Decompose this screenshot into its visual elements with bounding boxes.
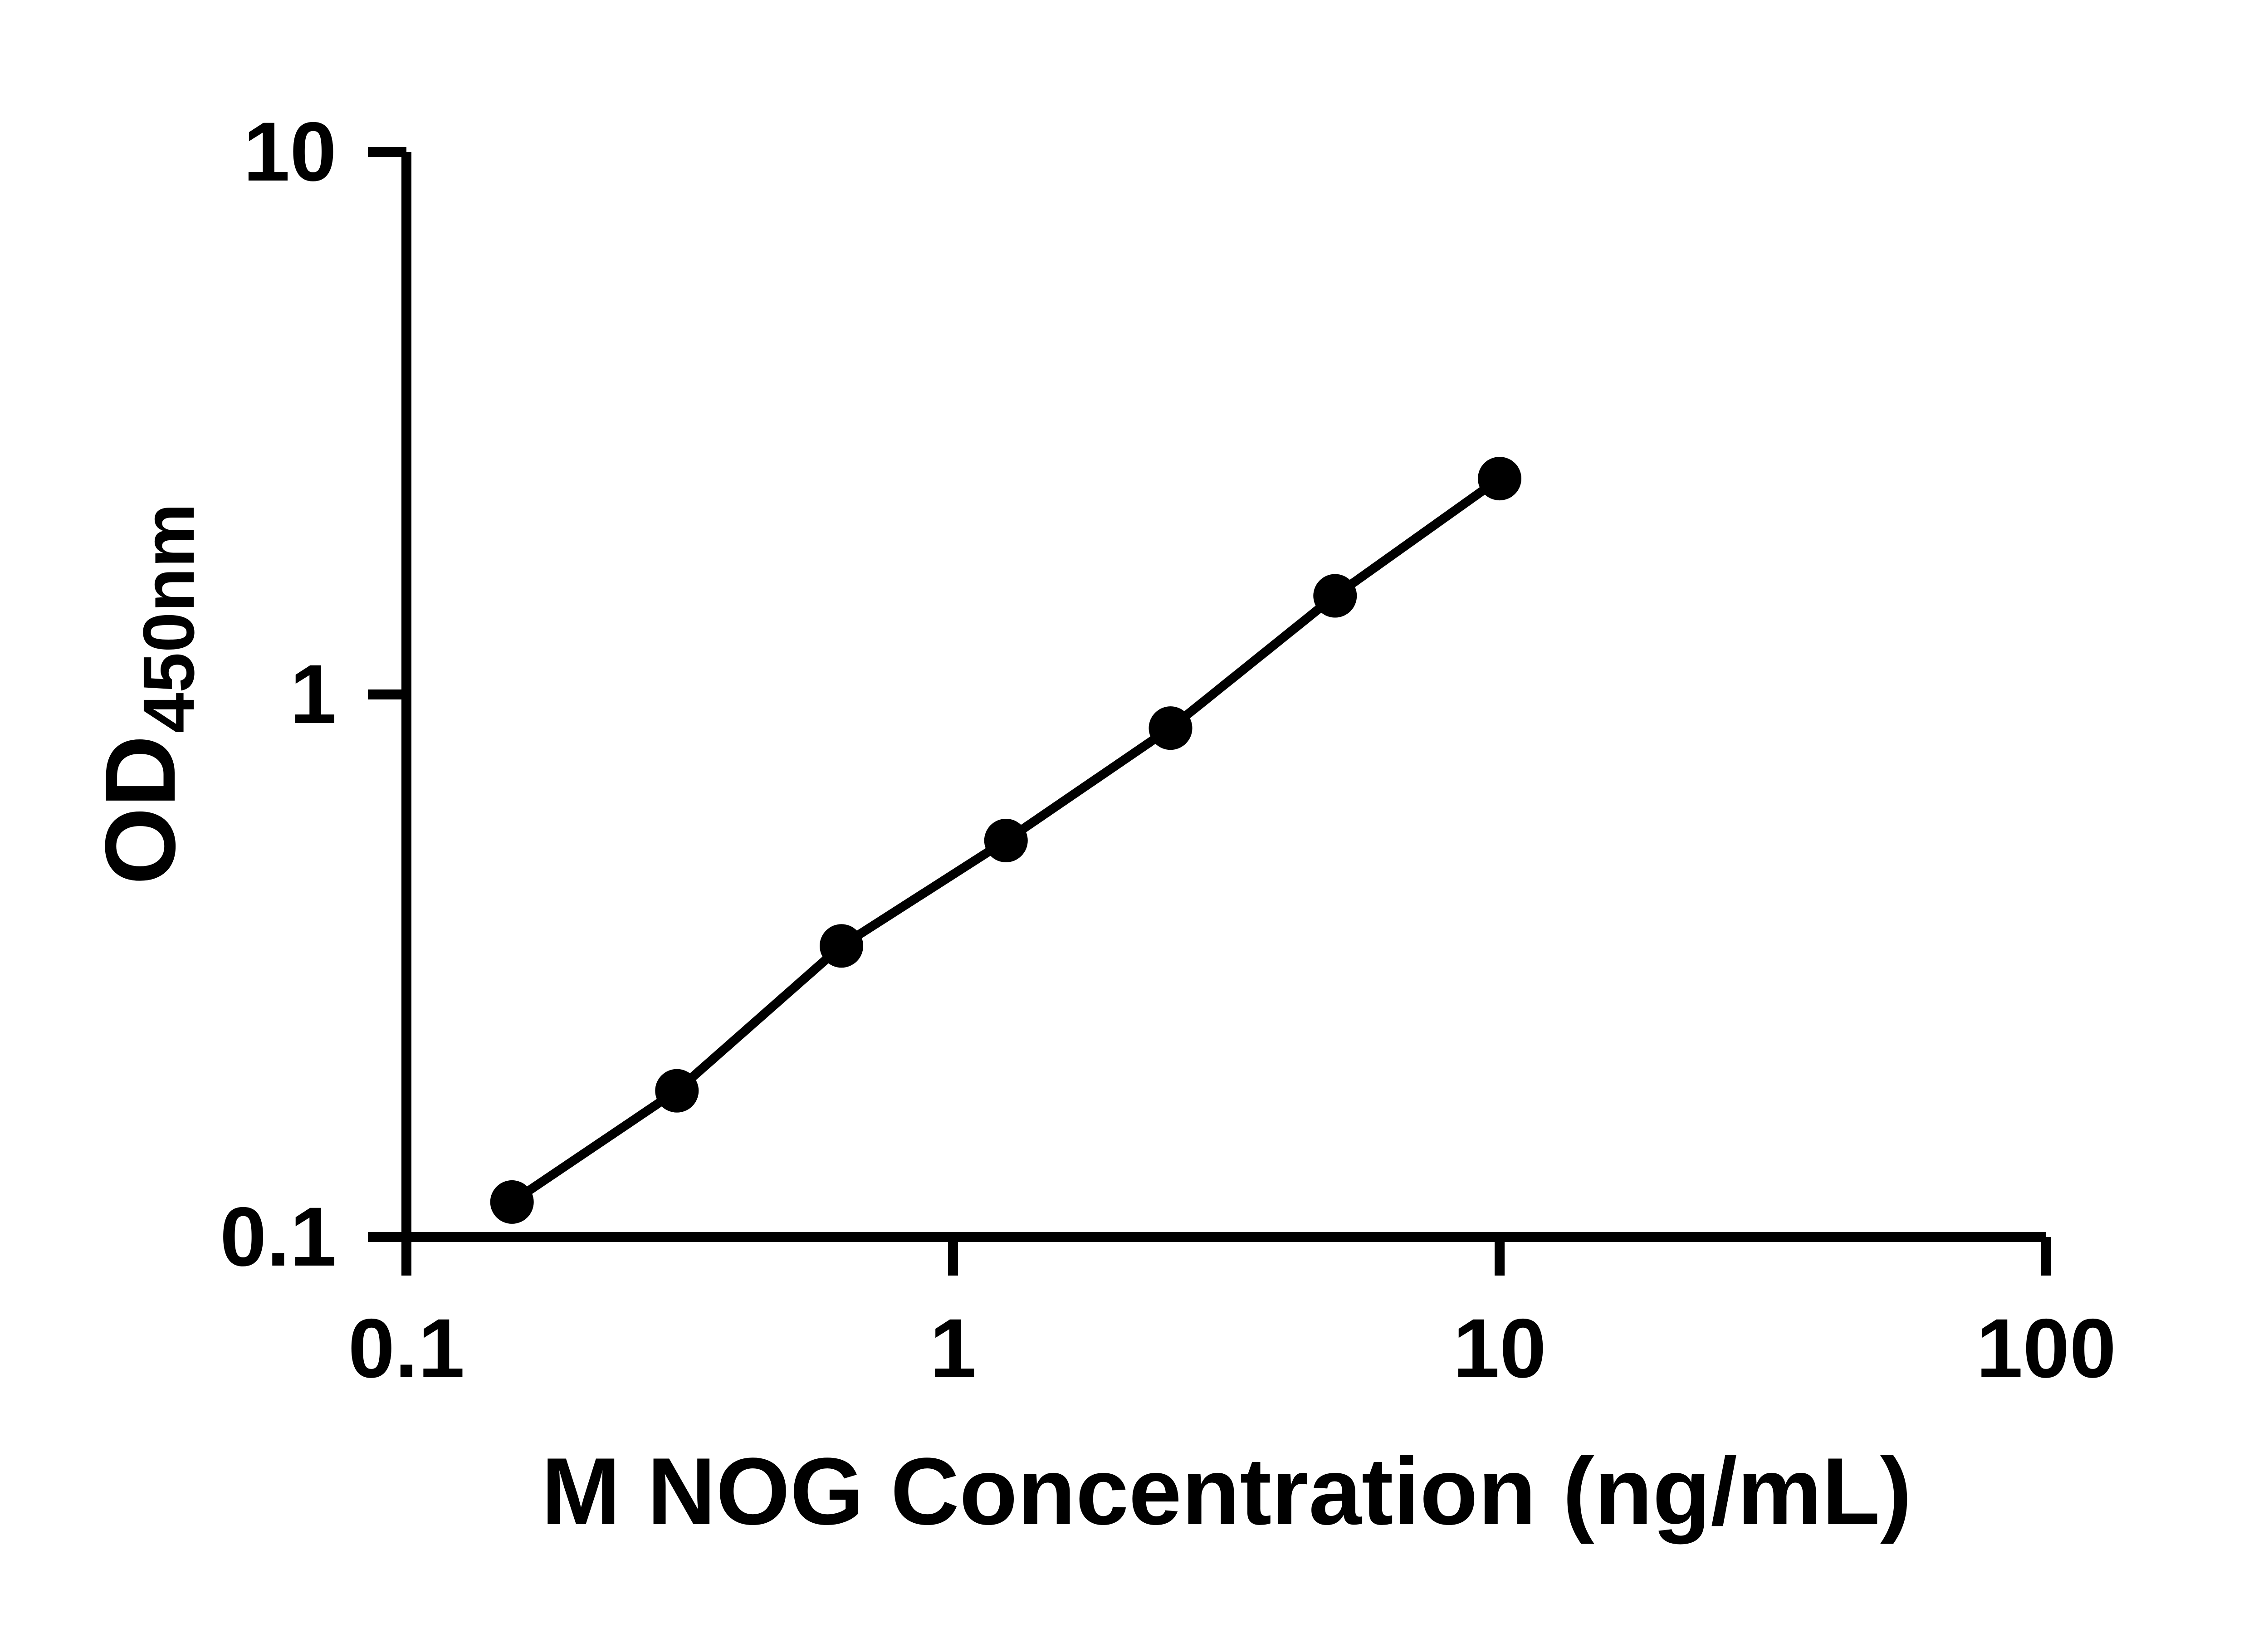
axes-layer [368, 152, 2046, 1276]
data-point-0.156 [490, 1180, 534, 1224]
y-tick-label-10: 10 [243, 105, 337, 199]
data-point-0.3125 [655, 1069, 699, 1113]
x-tick-label-100: 100 [1976, 1302, 2116, 1395]
data-point-0.625 [820, 924, 864, 968]
data-point-2.5 [1149, 706, 1193, 750]
series-layer [490, 457, 1521, 1224]
data-point-10 [1478, 457, 1521, 501]
data-point-1.25 [984, 818, 1028, 862]
y-axis-title: OD 450nm [84, 503, 209, 885]
y-axis-title-subscript: 450nm [128, 503, 209, 733]
x-tick-label-1: 1 [930, 1302, 977, 1395]
tick-layer [368, 147, 2051, 1276]
x-axis-title: M NOG Concentration (ng/mL) [541, 1438, 1911, 1545]
tick-label-layer: 0.1 1 10 0.1 1 10 100 [220, 105, 2116, 1395]
y-axis-title-main: OD [84, 735, 196, 885]
y-tick-label-0.1: 0.1 [220, 1190, 337, 1284]
x-tick-label-0.1: 0.1 [348, 1302, 464, 1395]
y-tick-label-1: 1 [290, 648, 337, 741]
data-point-5 [1313, 574, 1357, 618]
x-tick-label-10: 10 [1453, 1302, 1546, 1395]
